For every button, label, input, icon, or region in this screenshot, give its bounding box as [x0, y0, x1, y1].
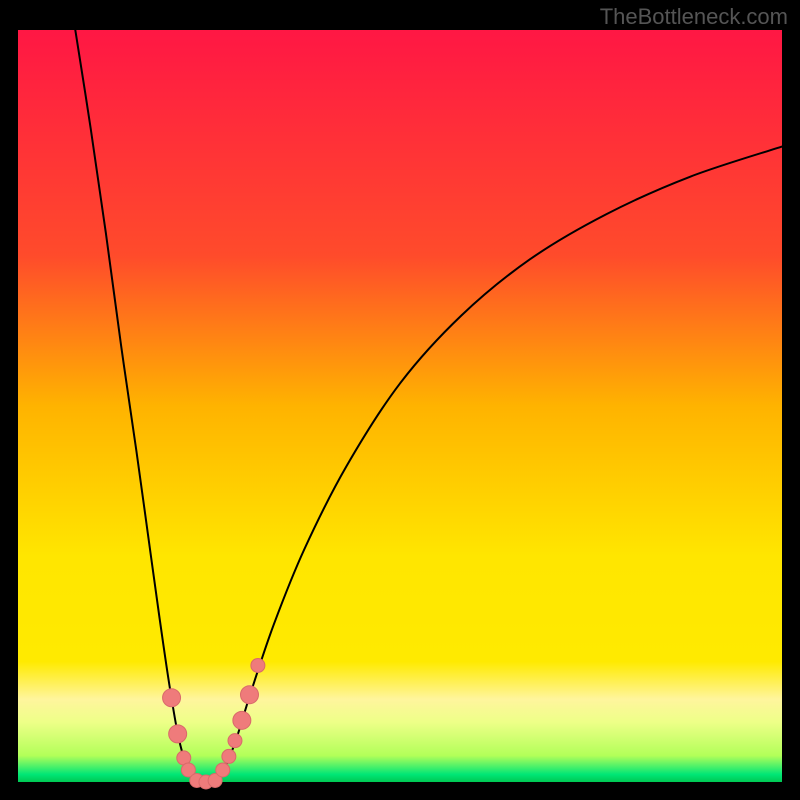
data-marker [251, 658, 265, 672]
bottleneck-chart [0, 0, 800, 800]
data-marker [163, 689, 181, 707]
chart-root: TheBottleneck.com [0, 0, 800, 800]
data-marker [233, 711, 251, 729]
data-marker [222, 749, 236, 763]
data-marker [216, 763, 230, 777]
data-marker [240, 686, 258, 704]
data-marker [169, 725, 187, 743]
data-marker [228, 734, 242, 748]
watermark-text: TheBottleneck.com [600, 4, 788, 30]
plot-background [18, 30, 782, 782]
